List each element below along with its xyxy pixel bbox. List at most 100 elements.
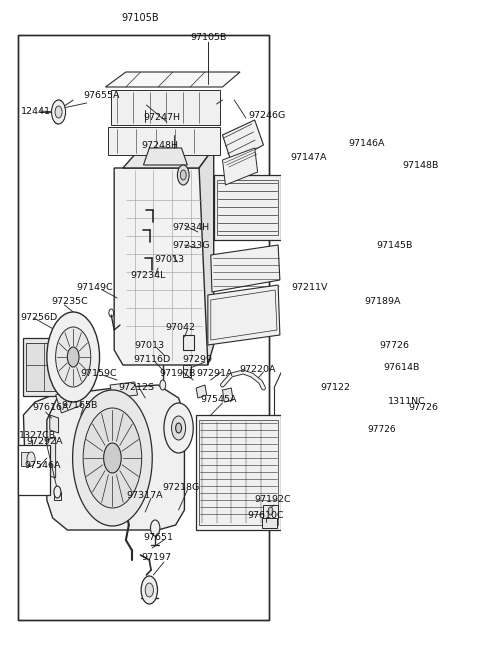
Ellipse shape: [72, 398, 84, 426]
Bar: [108, 127, 219, 155]
Circle shape: [176, 423, 181, 433]
Text: 97299: 97299: [183, 356, 213, 365]
Bar: [199, 420, 278, 525]
Text: 97197: 97197: [142, 554, 172, 562]
Polygon shape: [47, 437, 56, 478]
Bar: [183, 335, 194, 350]
Circle shape: [180, 170, 186, 180]
Polygon shape: [264, 505, 278, 518]
Text: 97148B: 97148B: [403, 161, 439, 169]
Circle shape: [104, 443, 121, 473]
Bar: [196, 415, 281, 530]
Text: 97246G: 97246G: [249, 110, 286, 119]
Polygon shape: [114, 168, 208, 365]
Circle shape: [150, 520, 160, 536]
Text: 97234L: 97234L: [130, 270, 166, 279]
Polygon shape: [56, 388, 82, 413]
Ellipse shape: [64, 426, 74, 448]
Circle shape: [55, 106, 62, 118]
Text: 97256D: 97256D: [21, 314, 58, 323]
Circle shape: [145, 583, 154, 597]
Circle shape: [83, 408, 142, 508]
Circle shape: [164, 403, 193, 453]
Text: 97189A: 97189A: [365, 298, 401, 306]
Text: 97105B: 97105B: [122, 13, 159, 23]
Bar: [351, 395, 442, 590]
Text: 1327CB: 1327CB: [19, 430, 56, 440]
Text: 97197B: 97197B: [159, 369, 196, 377]
Text: 97247H: 97247H: [144, 113, 180, 123]
Text: 97317A: 97317A: [126, 491, 163, 499]
Text: 97165B: 97165B: [61, 401, 98, 409]
Circle shape: [51, 100, 66, 124]
Polygon shape: [47, 385, 184, 530]
Polygon shape: [50, 415, 59, 433]
Text: 12441: 12441: [21, 108, 50, 117]
Polygon shape: [223, 120, 264, 162]
Circle shape: [141, 576, 157, 604]
Text: 97291A: 97291A: [197, 369, 233, 377]
Text: 97292A: 97292A: [26, 438, 63, 447]
Text: 97248H: 97248H: [142, 140, 179, 150]
Polygon shape: [223, 388, 233, 402]
Text: 97116D: 97116D: [133, 356, 171, 365]
Bar: [26, 343, 63, 391]
Polygon shape: [123, 148, 214, 168]
Text: 97726: 97726: [379, 340, 409, 350]
Text: 97234H: 97234H: [173, 224, 210, 232]
Ellipse shape: [53, 100, 64, 124]
Bar: [21, 452, 30, 466]
Bar: [18, 445, 50, 495]
Text: 97105B: 97105B: [190, 33, 227, 43]
Circle shape: [160, 380, 166, 390]
Polygon shape: [24, 395, 108, 495]
Text: 97013: 97013: [135, 340, 165, 350]
Text: 97233G: 97233G: [173, 241, 210, 249]
Polygon shape: [144, 148, 187, 165]
Bar: [54, 492, 61, 500]
Circle shape: [171, 416, 186, 440]
Text: 97013: 97013: [154, 255, 184, 264]
Circle shape: [67, 347, 79, 367]
Text: 97220A: 97220A: [239, 365, 276, 375]
Bar: [216, 180, 278, 235]
Polygon shape: [223, 148, 258, 185]
Text: 97235C: 97235C: [51, 298, 88, 306]
Circle shape: [178, 165, 189, 185]
Polygon shape: [208, 285, 280, 345]
Text: 97726: 97726: [408, 403, 439, 413]
Bar: [183, 365, 191, 377]
Circle shape: [54, 486, 61, 498]
Text: 97146A: 97146A: [348, 138, 385, 148]
Polygon shape: [199, 148, 214, 365]
Polygon shape: [18, 35, 269, 620]
Bar: [360, 424, 434, 577]
Text: 97218G: 97218G: [163, 483, 200, 491]
Polygon shape: [262, 518, 277, 528]
Text: 97159C: 97159C: [81, 369, 118, 377]
Bar: [356, 418, 438, 583]
Circle shape: [414, 360, 423, 376]
Text: 97147A: 97147A: [290, 154, 327, 163]
Text: 97145B: 97145B: [376, 241, 412, 249]
Text: 97546A: 97546A: [24, 461, 61, 470]
Circle shape: [72, 390, 152, 526]
Text: 97545A: 97545A: [200, 396, 237, 405]
Circle shape: [268, 507, 273, 515]
Circle shape: [417, 365, 420, 371]
Bar: [398, 348, 439, 406]
Text: 97651: 97651: [144, 533, 173, 541]
Polygon shape: [211, 245, 280, 292]
Circle shape: [56, 327, 91, 387]
Polygon shape: [110, 382, 138, 398]
Circle shape: [27, 452, 35, 466]
Text: 97614B: 97614B: [384, 363, 420, 373]
Polygon shape: [106, 72, 240, 87]
Text: 97211V: 97211V: [291, 283, 328, 293]
Bar: [111, 90, 219, 125]
Bar: [214, 175, 281, 240]
Text: 97655A: 97655A: [83, 91, 120, 100]
Bar: [24, 338, 66, 396]
Text: 97616A: 97616A: [32, 403, 69, 413]
Text: 97042: 97042: [165, 323, 195, 331]
